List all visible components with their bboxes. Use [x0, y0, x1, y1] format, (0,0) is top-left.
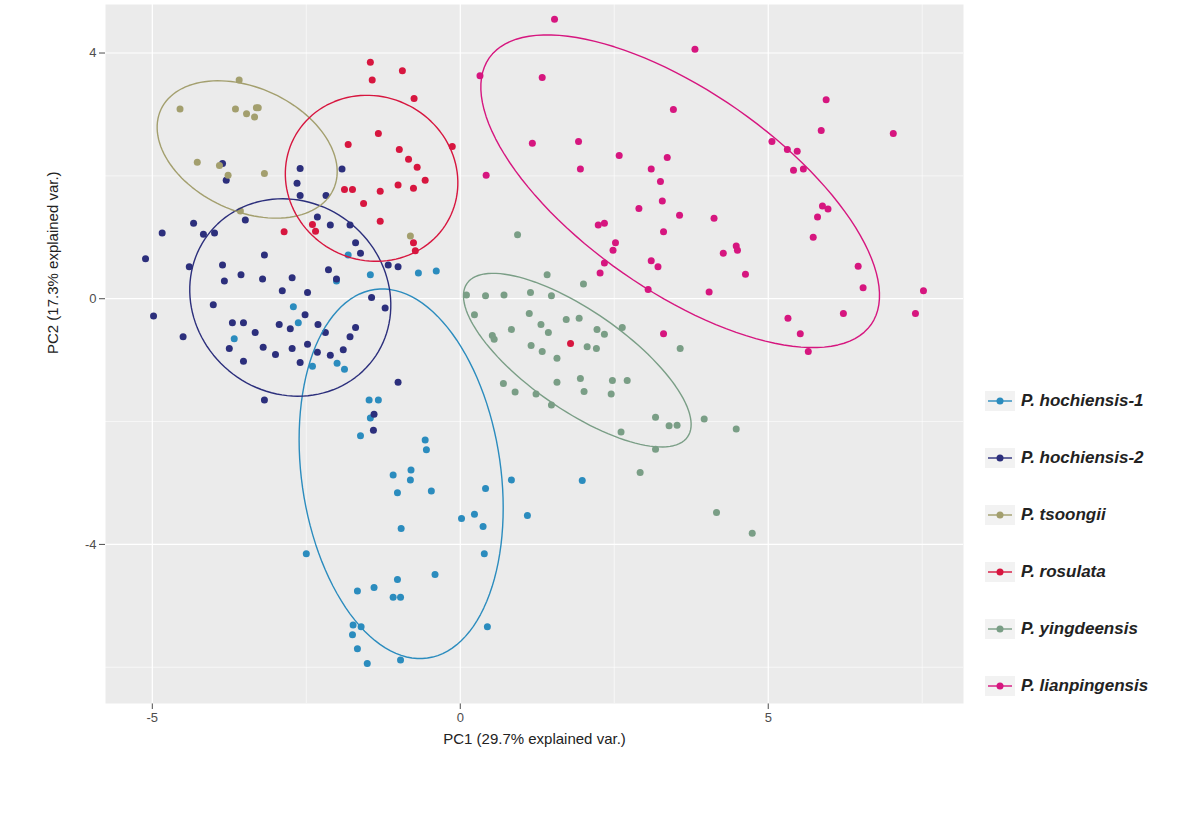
svg-text:PC1 (29.7% explained var.): PC1 (29.7% explained var.): [443, 730, 626, 747]
svg-text:0: 0: [89, 291, 96, 306]
html-text:P. yingdeensis: P. yingdeensis: [1021, 618, 1138, 638]
svg-text:0: 0: [457, 710, 464, 725]
html-text:P. hochiensis-2: P. hochiensis-2: [1021, 447, 1144, 467]
html-text:P. hochiensis-1: P. hochiensis-1: [1021, 390, 1144, 410]
html-text:P. lianpingensis: P. lianpingensis: [1021, 675, 1149, 695]
svg-text:-5: -5: [147, 710, 159, 725]
svg-text:5: 5: [765, 710, 772, 725]
html-text:P. rosulata: P. rosulata: [1021, 561, 1106, 581]
svg-text:PC2 (17.3% explained var.): PC2 (17.3% explained var.): [44, 171, 61, 354]
svg-text:4: 4: [89, 45, 96, 60]
html-text:P. tsoongii: P. tsoongii: [1021, 504, 1106, 524]
svg-text:-4: -4: [85, 537, 97, 552]
